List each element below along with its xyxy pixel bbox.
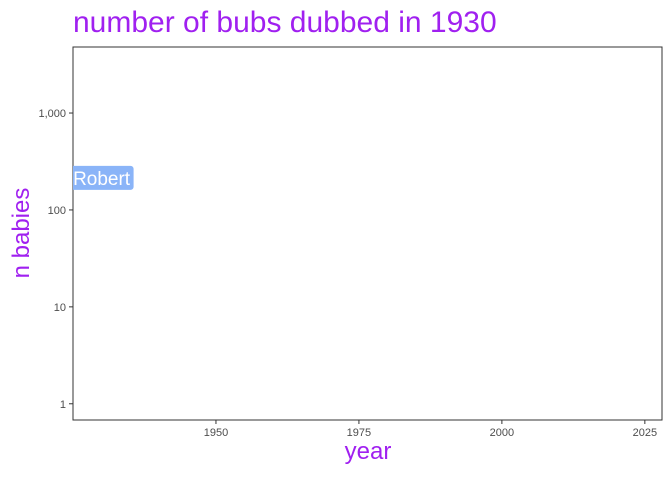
x-tick-label: 1975 — [347, 427, 371, 439]
y-tick-label: 100 — [48, 205, 66, 217]
x-tick-label: 2000 — [490, 427, 514, 439]
y-tick-label: 10 — [54, 302, 66, 314]
y-tick-label: 1,000 — [38, 108, 66, 120]
x-axis-label: year — [345, 438, 392, 465]
data-layer: Robert — [73, 165, 134, 190]
point-label-text: Robert — [73, 169, 131, 190]
x-axis: 1950 1975 2000 2025 — [204, 420, 657, 439]
y-axis-label: n babies — [8, 188, 35, 279]
point-label: Robert — [73, 165, 134, 190]
x-tick-label: 2025 — [633, 427, 657, 439]
y-tick-label: 1 — [60, 399, 66, 411]
y-axis: 1 10 100 1,000 — [38, 108, 73, 411]
point-label-box — [73, 165, 134, 190]
x-tick-label: 1950 — [204, 427, 228, 439]
plot-panel — [72, 46, 663, 421]
chart-title: number of bubs dubbed in 1930 — [73, 6, 497, 39]
